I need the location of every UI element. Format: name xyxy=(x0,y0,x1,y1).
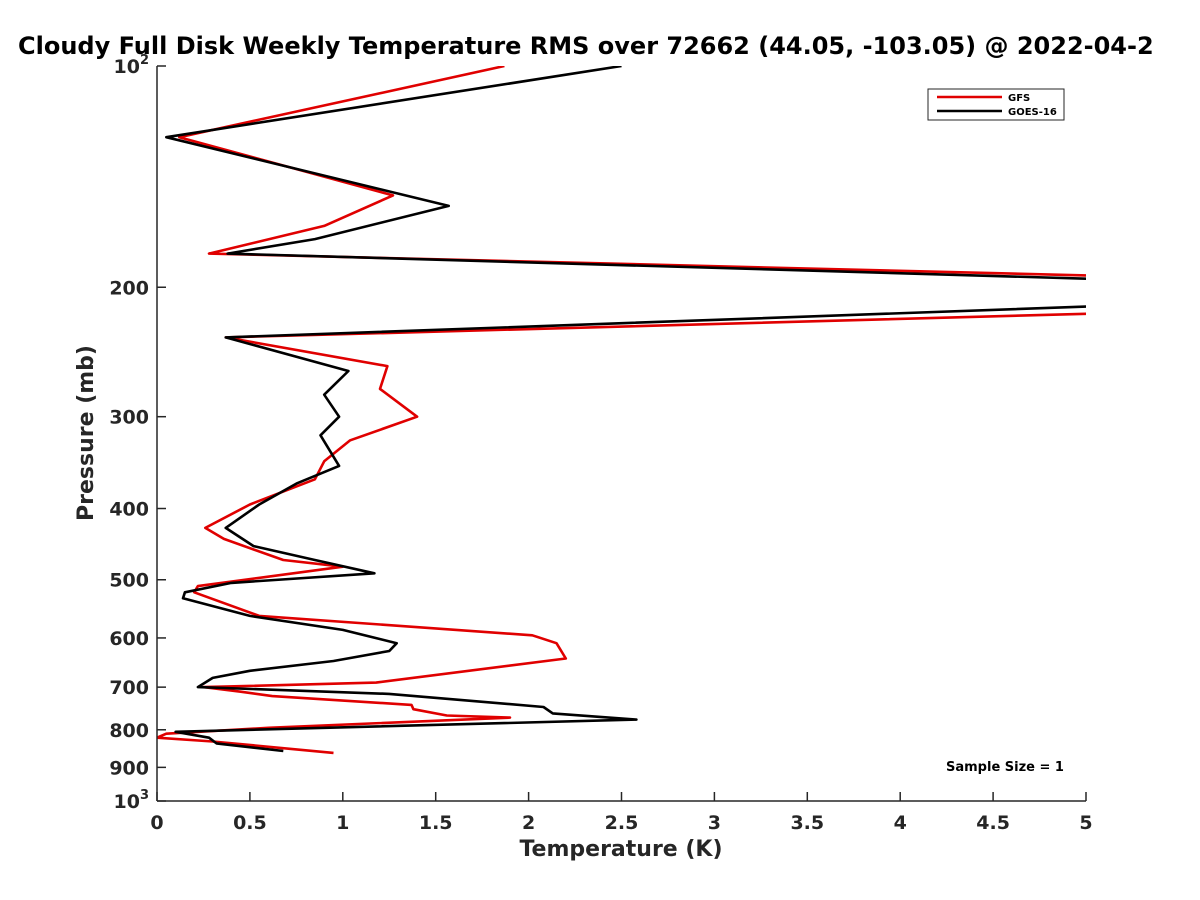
x-tick-label: 1.5 xyxy=(419,812,453,834)
chart-title: Cloudy Full Disk Weekly Temperature RMS … xyxy=(18,32,1154,60)
y-tick-label: 102 xyxy=(114,53,150,78)
x-ticks: 0 0.5 1 1.5 2 2.5 3 3.5 4 4.5 5 xyxy=(150,792,1093,834)
y-tick-label: 200 xyxy=(109,277,149,299)
y-tick-label: 900 xyxy=(109,757,149,779)
y-tick-label: 600 xyxy=(109,628,149,650)
x-tick-label: 2.5 xyxy=(605,812,639,834)
x-tick-label: 4 xyxy=(894,812,907,834)
x-tick-label: 4.5 xyxy=(976,812,1010,834)
x-tick-label: 2 xyxy=(522,812,535,834)
sample-size-annotation: Sample Size = 1 xyxy=(946,760,1064,775)
y-tick-label: 500 xyxy=(109,570,149,592)
series-line-goes-16 xyxy=(165,66,1086,753)
x-tick-label: 3.5 xyxy=(790,812,824,834)
x-tick-label: 5 xyxy=(1079,812,1092,834)
legend: GFS GOES-16 xyxy=(927,88,1065,121)
legend-gfs-label: GFS xyxy=(1008,93,1030,104)
x-tick-label: 0 xyxy=(150,812,163,834)
y-tick-label: 300 xyxy=(109,407,149,429)
y-axis-label: Pressure (mb) xyxy=(74,345,99,521)
x-axis-label: Temperature (K) xyxy=(519,837,722,862)
x-tick-label: 1 xyxy=(336,812,349,834)
y-tick-label: 700 xyxy=(109,677,149,699)
y-tick-label: 400 xyxy=(109,499,149,521)
x-tick-label: 0.5 xyxy=(233,812,267,834)
y-ticks: 102 200 300 400 500 600 700 800 900 103 xyxy=(109,53,166,813)
series-line-gfs xyxy=(157,66,1086,755)
x-tick-label: 3 xyxy=(708,812,721,834)
y-tick-label: 103 xyxy=(114,788,150,813)
y-tick-label: 800 xyxy=(109,720,149,742)
series-layer xyxy=(157,66,1086,755)
legend-box xyxy=(927,88,1065,121)
legend-goes-label: GOES-16 xyxy=(1008,107,1057,118)
